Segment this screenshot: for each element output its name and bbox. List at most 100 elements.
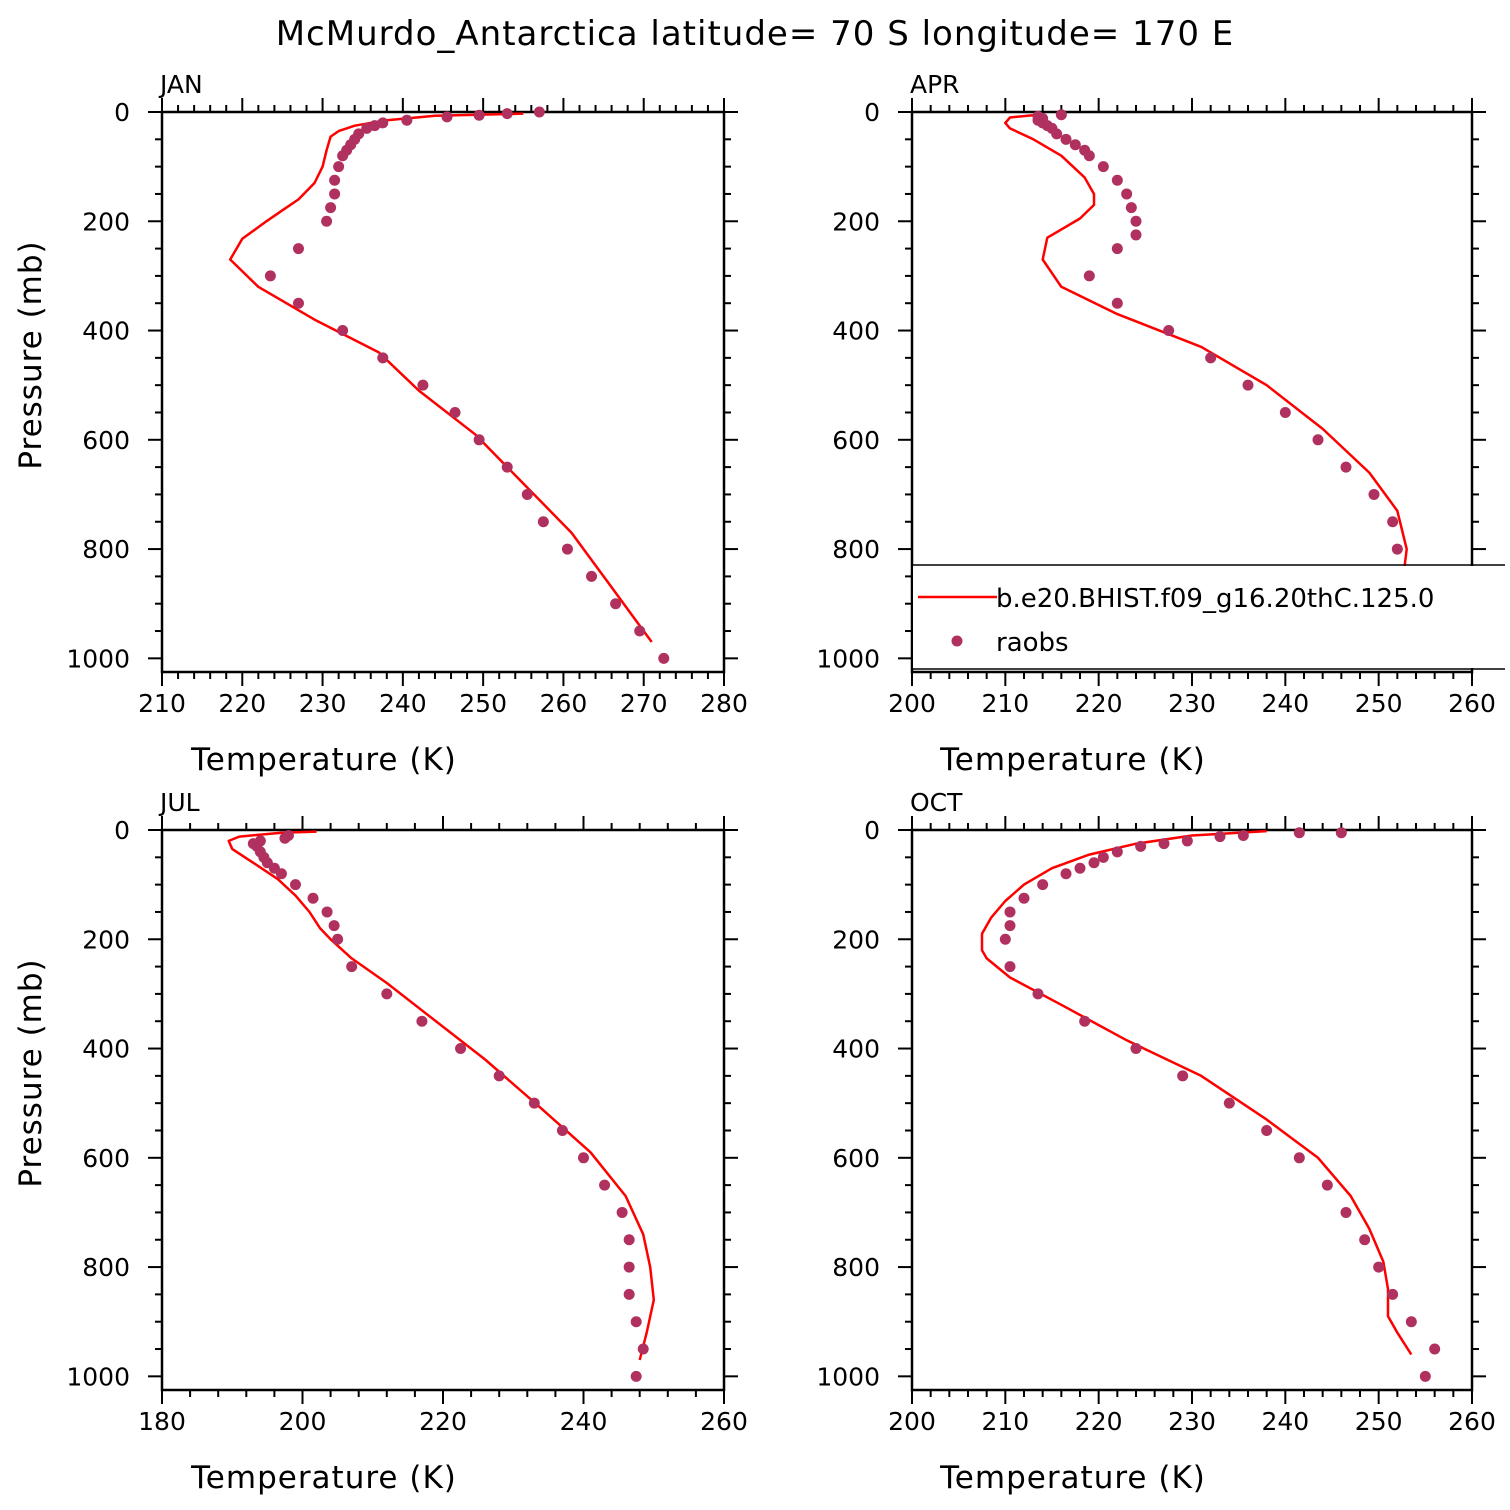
raobs-point [1130, 1043, 1142, 1055]
raobs-point [1419, 1370, 1431, 1382]
x-tick-label: 240 [1261, 1407, 1309, 1436]
raobs-point [1242, 379, 1254, 391]
raobs-point [361, 122, 373, 134]
plot-frame [160, 110, 726, 674]
raobs-point [473, 434, 485, 446]
raobs-point [292, 243, 304, 255]
raobs-point [630, 1316, 642, 1328]
raobs-point [401, 114, 413, 126]
raobs-point [449, 406, 461, 418]
raobs-point [1177, 1070, 1189, 1082]
raobs-point [1130, 229, 1142, 241]
raobs-point [1111, 243, 1123, 255]
panel-oct: 200 210 220 230 240 250 260 0 200 400 600 800 1000 OC… [816, 788, 1495, 1496]
raobs-point [586, 570, 598, 582]
raobs-point [1060, 133, 1072, 145]
panel-label: OCT [910, 788, 963, 817]
x-tick-label: 180 [138, 1407, 186, 1436]
raobs-point [1205, 352, 1217, 364]
model-series-line [227, 830, 656, 1361]
x-tick-label: 250 [459, 689, 507, 718]
x-tick-label: 220 [218, 689, 266, 718]
raobs-point [1391, 543, 1403, 555]
x-tick-label: 260 [540, 689, 588, 718]
raobs-point [1088, 857, 1100, 869]
legend-background [913, 566, 1505, 668]
raobs-point [999, 933, 1011, 945]
x-tick-label: 220 [1075, 1407, 1123, 1436]
raobs-point [610, 598, 622, 610]
raobs-point [1387, 516, 1399, 528]
legend-dot-swatch [951, 635, 963, 647]
y-axis-label: Pressure (mb) [13, 958, 49, 1187]
raobs-point [1083, 150, 1095, 162]
y-tick-label: 0 [114, 816, 130, 845]
raobs-point [473, 109, 485, 121]
y-tick-label: 1000 [816, 644, 880, 673]
raobs-point [616, 1206, 628, 1218]
y-tick-label: 600 [832, 1144, 880, 1173]
raobs-point [329, 174, 341, 186]
raobs-point [337, 325, 349, 337]
x-tick-label: 230 [299, 689, 347, 718]
raobs-point [561, 543, 573, 555]
panels: 210 220 230 240 250 260 270 280 0 200 400 600 800 100… [13, 70, 1505, 1496]
raobs-point [599, 1179, 611, 1191]
raobs-point [521, 488, 533, 500]
raobs-point [493, 1070, 505, 1082]
raobs-point [329, 188, 341, 200]
raobs-point [1083, 270, 1095, 282]
x-tick-label: 250 [1355, 1407, 1403, 1436]
plot-frame [160, 828, 726, 1392]
raobs-point [501, 108, 513, 120]
raobs-point [1111, 297, 1123, 309]
raobs-point [307, 892, 319, 904]
raobs-point [634, 625, 646, 637]
y-tick-label: 0 [864, 98, 880, 127]
raobs-point [333, 161, 345, 173]
raobs-point [1214, 831, 1226, 843]
raobs-point [533, 106, 545, 118]
raobs-point [1321, 1179, 1333, 1191]
raobs-point [292, 297, 304, 309]
raobs-point [332, 933, 344, 945]
x-tick-label: 220 [1075, 689, 1123, 718]
panel-jul: 180 200 220 240 260 0 200 400 600 800 1000 JUL Tempe… [13, 788, 748, 1496]
y-tick-label: 600 [832, 426, 880, 455]
model-series-line [228, 112, 653, 643]
raobs-point [1181, 835, 1193, 847]
x-tick-label: 280 [700, 689, 748, 718]
raobs-point [337, 150, 349, 162]
y-tick-label: 400 [82, 1035, 130, 1064]
legend-label-model: b.e20.BHIST.f09_g16.20thC.125.0 [996, 584, 1434, 614]
raobs-point [1293, 1152, 1305, 1164]
x-axis-label: Temperature (K) [939, 742, 1206, 778]
x-tick-label: 240 [560, 1407, 608, 1436]
raobs-point [1004, 920, 1016, 932]
panel-jan: 210 220 230 240 250 260 270 280 0 200 400 600 800 100… [13, 70, 748, 778]
raobs-point [537, 516, 549, 528]
raobs-point [578, 1152, 589, 1164]
raobs-point [1004, 906, 1016, 918]
raobs-point [1074, 862, 1086, 874]
raobs-point [1359, 1234, 1371, 1246]
raobs-point [1037, 879, 1049, 891]
y-tick-label: 200 [832, 925, 880, 954]
raobs-point [623, 1234, 635, 1246]
x-tick-label: 200 [279, 1407, 327, 1436]
raobs-point [1032, 988, 1044, 1000]
y-tick-label: 1000 [816, 1362, 880, 1391]
figure-title: McMurdo_Antarctica latitude= 70 S longit… [276, 14, 1235, 54]
y-tick-label: 800 [82, 1253, 130, 1282]
raobs-point [501, 461, 513, 473]
panel-label: JAN [158, 70, 203, 99]
raobs-point [1158, 838, 1170, 850]
x-axis-label: Temperature (K) [190, 1460, 457, 1496]
x-tick-label: 230 [1168, 689, 1216, 718]
x-tick-label: 270 [620, 689, 668, 718]
x-tick-label: 200 [888, 689, 936, 718]
raobs-point [658, 652, 670, 664]
raobs-point [1312, 434, 1324, 446]
x-tick-label: 250 [1355, 689, 1403, 718]
x-tick-label: 200 [888, 1407, 936, 1436]
